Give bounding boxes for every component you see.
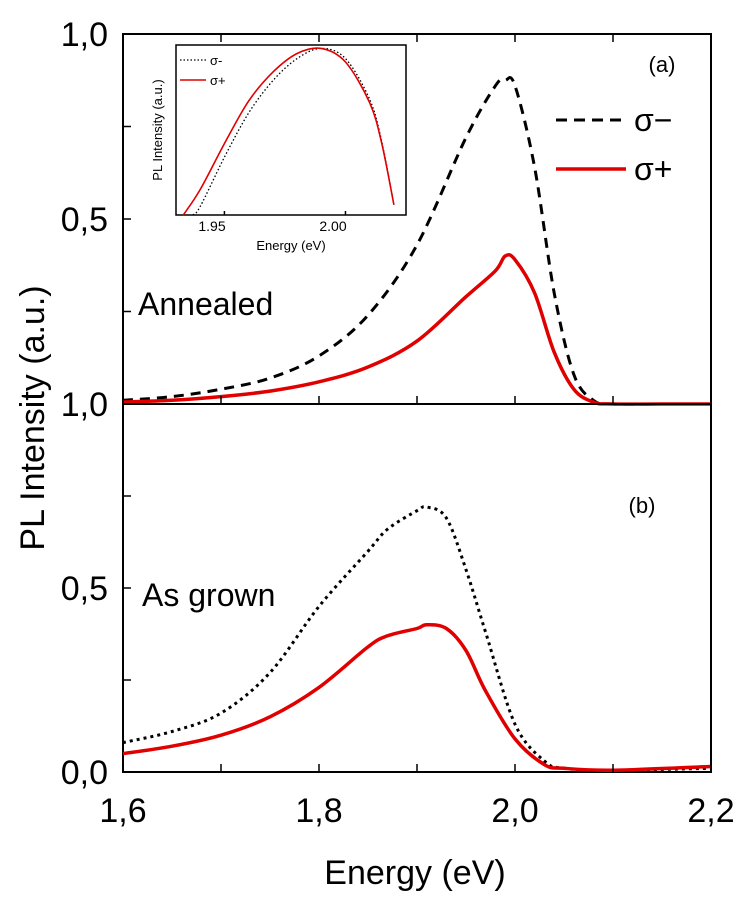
inset-legend-sigma-minus-label: σ- (210, 53, 222, 68)
x-tick-label: 1,8 (295, 792, 342, 830)
inset-legend: σ- σ+ (180, 53, 226, 88)
x-tick-label: 2,2 (687, 792, 734, 830)
panel-b-ytick-mid: 0,5 (61, 570, 108, 608)
inset-legend-sigma-plus-label: σ+ (210, 73, 226, 88)
panel-a-ytick-bottom: 1,0 (61, 386, 108, 424)
series-line-sigma-plus (182, 47, 395, 216)
x-tick-label: 1,6 (99, 792, 146, 830)
panel-a-ytick-top: 1,0 (61, 16, 108, 54)
series-line-sigma-plus (122, 253, 711, 406)
panel-b-ytick-bottom: 0,0 (61, 754, 108, 792)
panel-a-ticks (122, 34, 712, 404)
panel-a-annotation: Annealed (138, 286, 273, 322)
panel-a-curves (122, 76, 711, 406)
inset-x-axis-title: Energy (eV) (256, 238, 325, 253)
panel-a-ytick-mid: 0,5 (61, 201, 108, 239)
series-line-sigma-minus (122, 505, 712, 772)
panel-a-legend: σ− σ+ (556, 102, 672, 187)
x-axis-title: Energy (eV) (324, 854, 505, 892)
panel-b-curves (122, 505, 712, 772)
inset-x-tick-label: 1.95 (198, 218, 225, 234)
inset-x-tick-label: 2.00 (319, 218, 346, 234)
x-tick-labels: 1,6 1,8 2,0 2,2 (99, 792, 734, 830)
y-axis-title: PL Intensity (a.u.) (14, 285, 52, 550)
legend-sigma-minus-label: σ− (634, 102, 672, 138)
x-tick-label: 2,0 (491, 792, 538, 830)
inset: 1.95 2.00 Energy (eV) PL Intensity (a.u.… (150, 44, 407, 253)
panel-b-annotation: As grown (142, 577, 275, 613)
inset-ticks (223, 211, 347, 215)
panel-a: 1,0 0,5 1,0 (a) Annealed σ− σ+ (61, 16, 712, 424)
inset-y-axis-title: PL Intensity (a.u.) (150, 79, 165, 180)
inset-frame (175, 44, 407, 216)
panel-b: 0,0 0,5 (b) As grown (61, 403, 712, 792)
series-line-sigma-minus (192, 47, 395, 216)
panel-b-ticks (122, 495, 712, 772)
inset-curves (182, 47, 395, 216)
legend-sigma-plus-label: σ+ (634, 151, 672, 187)
panel-b-tag: (b) (629, 493, 656, 518)
series-line-sigma-plus (122, 623, 712, 772)
panel-a-tag: (a) (649, 52, 676, 77)
